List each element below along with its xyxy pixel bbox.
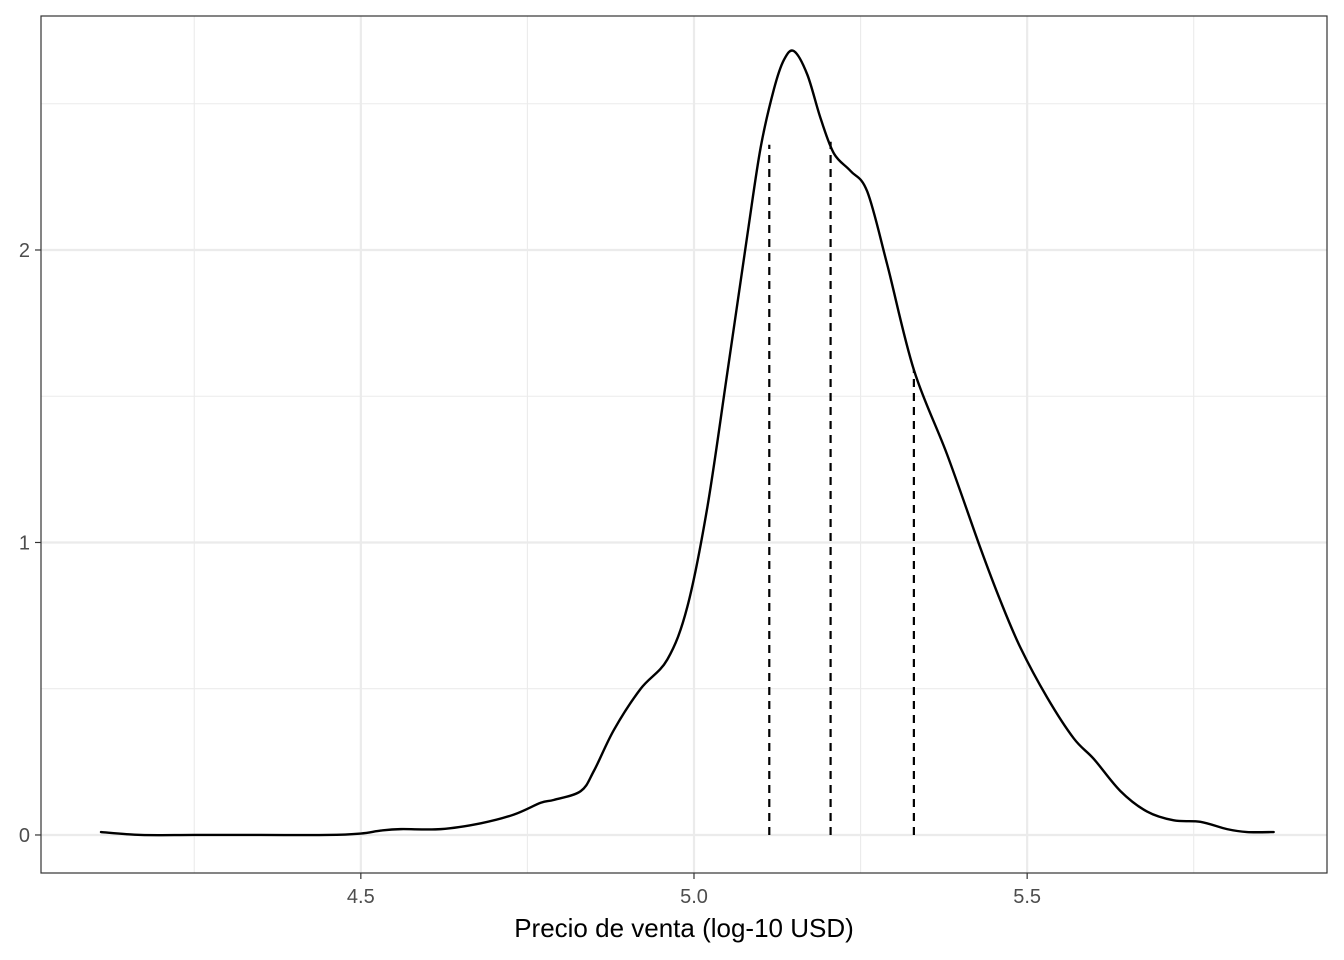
y-tick-label: 1: [19, 532, 30, 554]
panel-border: [40, 15, 1328, 874]
x-tick-label: 4.5: [347, 886, 375, 908]
y-tick-label: 0: [19, 825, 30, 847]
x-axis: 4.5 5.0 5.5: [347, 873, 1041, 908]
minor-gridlines: [41, 16, 1327, 873]
quantile-lines: [768, 141, 915, 835]
plot-panel: [41, 16, 1327, 873]
x-axis-title: Precio de venta (log-10 USD): [514, 913, 854, 943]
density-curve: [99, 49, 1275, 837]
y-tick-label: 2: [19, 240, 30, 262]
x-tick-label: 5.5: [1013, 886, 1041, 908]
y-axis: 0 1 2: [19, 240, 41, 847]
x-tick-label: 5.0: [680, 886, 708, 908]
